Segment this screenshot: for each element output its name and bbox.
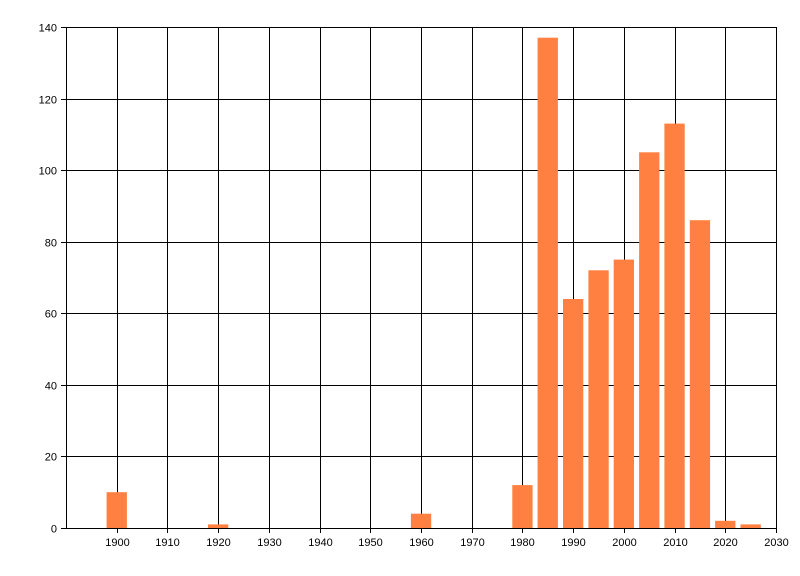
- y-tick-label-140: 140: [39, 23, 57, 35]
- y-tick-label-100: 100: [39, 166, 57, 178]
- bar-1980: [512, 485, 533, 528]
- x-tick-label-1920: 1920: [206, 537, 230, 549]
- x-tick-label-2000: 2000: [612, 537, 636, 549]
- axes: [61, 27, 777, 533]
- bars: [106, 37, 761, 529]
- y-tick-label-80: 80: [45, 238, 57, 250]
- x-tick-label-2020: 2020: [713, 537, 737, 549]
- x-tick-label-1960: 1960: [409, 537, 433, 549]
- bar-2010: [664, 123, 685, 528]
- x-tick-label-1930: 1930: [257, 537, 281, 549]
- y-tick-label-20: 20: [45, 452, 57, 464]
- x-tick-label-2030: 2030: [764, 537, 788, 549]
- y-tick-label-0: 0: [51, 524, 57, 536]
- bar-1985: [537, 37, 558, 528]
- bar-1990: [563, 299, 584, 528]
- x-tick-label-1990: 1990: [561, 537, 585, 549]
- bar-1920: [208, 524, 229, 528]
- bar-1900: [106, 492, 127, 528]
- y-tick-label-40: 40: [45, 381, 57, 393]
- y-tick-labels: 0 20 40 60 80 100 120 140: [39, 23, 57, 536]
- bar-1960: [410, 513, 432, 528]
- x-tick-label-1970: 1970: [460, 537, 484, 549]
- x-tick-label-2010: 2010: [663, 537, 687, 549]
- x-tick-labels: 1900 1910 1920 1930 1940 1950 1960 1970 1980 1990…: [105, 537, 788, 549]
- bar-2015: [689, 220, 711, 528]
- bar-2000: [613, 259, 634, 528]
- bar-2025: [740, 524, 761, 528]
- x-tick-label-1940: 1940: [308, 537, 332, 549]
- bar-2005: [639, 152, 660, 529]
- x-tick-label-1980: 1980: [510, 537, 534, 549]
- x-tick-label-1900: 1900: [105, 537, 129, 549]
- x-tick-label-1950: 1950: [358, 537, 382, 549]
- y-tick-label-120: 120: [39, 95, 57, 107]
- x-tick-label-1910: 1910: [155, 537, 179, 549]
- bar-1995: [588, 270, 609, 528]
- y-tick-label-60: 60: [45, 309, 57, 321]
- bar-2020: [715, 520, 736, 528]
